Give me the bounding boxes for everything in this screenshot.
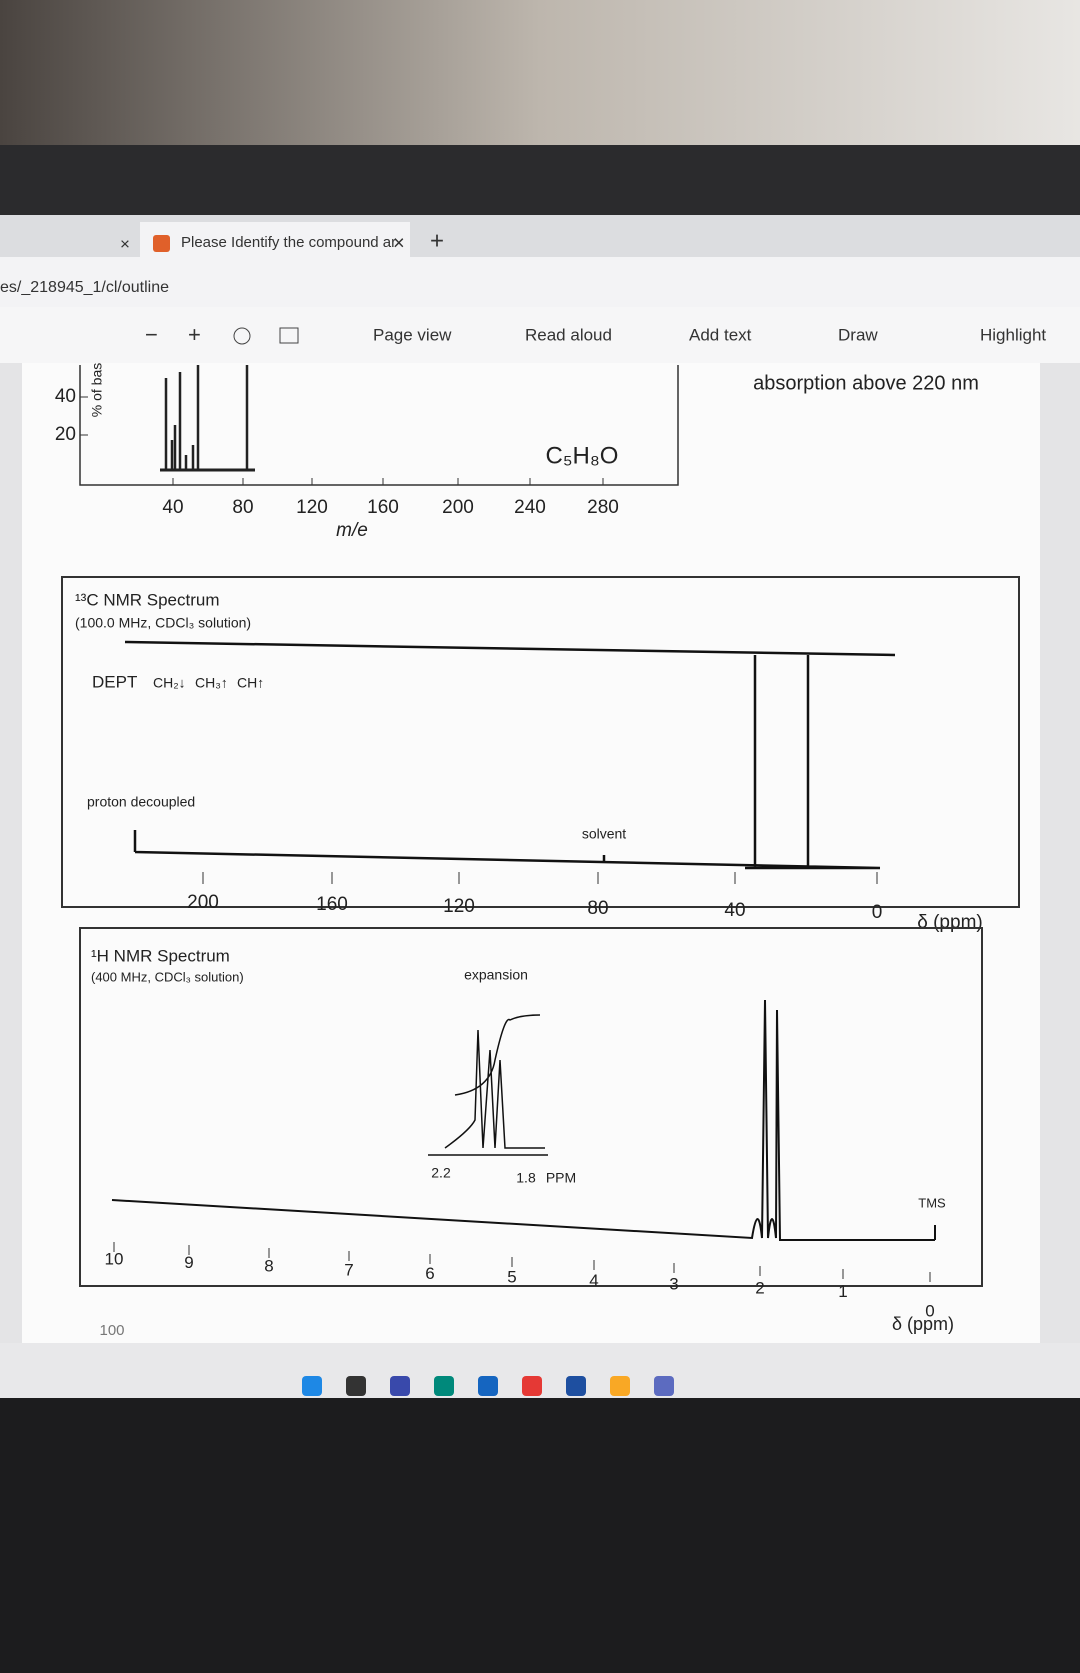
ms-x-tick-label: 120 (296, 497, 328, 518)
dept-item: CH₂↓ (153, 675, 186, 691)
mass-spectrum: % of bas m/e C₅H₈O (79, 363, 679, 541)
taskbar-icon[interactable] (346, 1376, 366, 1396)
h1-x-tick-label: 10 (105, 1249, 124, 1268)
ms-x-tick-label: 80 (232, 497, 253, 518)
c13-frame (61, 576, 1020, 908)
new-tab-icon[interactable]: + (430, 227, 444, 254)
tab-close-icon[interactable]: × (393, 232, 405, 254)
h1-x-tick-label: 4 (589, 1271, 598, 1290)
uv-note: absorption above 220 nm (753, 372, 979, 394)
tms-label: TMS (918, 1195, 946, 1210)
ms-x-label: m/e (336, 520, 368, 541)
dept-label: DEPT (92, 672, 137, 691)
c13-title: ¹³C NMR Spectrum (75, 590, 220, 609)
h1-trace (111, 999, 936, 1241)
h1-x-tick-label: 8 (264, 1257, 273, 1276)
tab[interactable] (140, 222, 410, 257)
url-text[interactable]: es/_218945_1/cl/outline (0, 279, 169, 296)
h1-x-tick-label: 7 (344, 1260, 353, 1279)
ms-x-tick-label: 160 (367, 497, 399, 518)
rotate-icon[interactable] (233, 327, 251, 345)
dept-labels: CH₂↓ CH₃↑ CH↑ (153, 675, 264, 691)
zoom-in-icon[interactable]: + (188, 322, 201, 347)
toolbar-button[interactable]: Highlight (980, 325, 1046, 344)
h1-x-label: δ (ppm) (892, 1314, 954, 1334)
solvent-label: solvent (582, 826, 626, 842)
ms-x-tick-label: 280 (587, 497, 619, 518)
ms-y-tick-label: 40 (55, 386, 76, 407)
expansion-trace (428, 1014, 548, 1156)
toolbar-button[interactable]: Add text (689, 325, 752, 344)
dept-item: CH₃↑ (195, 675, 228, 691)
zoom-out-icon[interactable]: − (145, 322, 158, 347)
pdf-toolbar (0, 307, 1080, 363)
ms-x-tick-label: 200 (442, 497, 474, 518)
taskbar-icon[interactable] (478, 1376, 498, 1396)
dept-item: CH↑ (237, 675, 264, 691)
toolbar-button[interactable]: Draw (838, 325, 878, 344)
tab-favicon (153, 235, 170, 252)
ms-y-label: % of bas (89, 363, 105, 417)
taskbar-icon[interactable] (434, 1376, 454, 1396)
ms-y-ticks (80, 396, 88, 436)
tab-close-icon[interactable]: × (120, 234, 130, 253)
taskbar-icon[interactable] (302, 1376, 322, 1396)
ms-peaks (164, 365, 249, 470)
expansion-unit: PPM (546, 1170, 576, 1186)
c13-conditions: (100.0 MHz, CDCl₃ solution) (75, 615, 251, 631)
keyboard (0, 1398, 1080, 1673)
expansion-label: expansion (464, 967, 528, 983)
h1-title: ¹H NMR Spectrum (91, 946, 230, 965)
h1-x-tick-label: 1 (838, 1282, 847, 1301)
toolbar-button[interactable]: Page view (373, 325, 452, 344)
taskbar-icon[interactable] (566, 1376, 586, 1396)
footer-number: 100 (99, 1322, 124, 1339)
h1-x-tick-label: 3 (669, 1275, 678, 1294)
tab-title[interactable]: Please Identify the compound ar (181, 234, 396, 251)
toolbar-button[interactable]: Read aloud (525, 325, 612, 344)
c13-x-tick-label: 120 (443, 896, 475, 917)
h1-frame (79, 927, 983, 1287)
ms-y-tick-label: 20 (55, 424, 76, 445)
ms-frame (79, 365, 679, 486)
expansion-tick: 1.8 (516, 1170, 536, 1186)
ms-formula: C₅H₈O (546, 442, 619, 469)
address-bar (0, 257, 1080, 307)
h1-spectrum: ¹H NMR Spectrum (400 MHz, CDCl₃ solution… (79, 927, 983, 1339)
ms-x-tick-label: 240 (514, 497, 546, 518)
ms-x-tick-label: 40 (162, 497, 183, 518)
c13-x-tick-label: 80 (587, 898, 608, 919)
fit-icon[interactable] (279, 327, 299, 344)
h1-x-tick-label: 0 (925, 1301, 934, 1320)
proton-decoupled-label: proton decoupled (87, 794, 195, 810)
c13-x-label: δ (ppm) (917, 912, 982, 933)
c13-x-tick-label: 40 (724, 900, 745, 921)
taskbar-icon[interactable] (610, 1376, 630, 1396)
h1-x-tick-label: 5 (507, 1267, 516, 1286)
c13-x-tick-label: 160 (316, 894, 348, 915)
taskbar-icon[interactable] (654, 1376, 674, 1396)
c13-traces (124, 640, 896, 870)
h1-x-tick-label: 6 (425, 1264, 434, 1283)
c13-x-tick-label: 0 (872, 902, 883, 923)
taskbar-icon[interactable] (522, 1376, 542, 1396)
taskbar-icon[interactable] (390, 1376, 410, 1396)
h1-conditions: (400 MHz, CDCl₃ solution) (91, 969, 244, 984)
toolbar-items: Page view Read aloud Add text Draw Highlight (373, 325, 1046, 344)
taskbar-icons (302, 1376, 674, 1396)
monitor-bezel (0, 145, 1080, 220)
c13-x-tick-label: 200 (187, 892, 219, 913)
c13-spectrum: ¹³C NMR Spectrum (100.0 MHz, CDCl₃ solut… (61, 576, 1020, 933)
expansion-tick: 2.2 (431, 1165, 451, 1181)
h1-x-tick-label: 2 (755, 1278, 764, 1297)
h1-x-tick-label: 9 (184, 1253, 193, 1272)
background-photo (0, 0, 1080, 145)
